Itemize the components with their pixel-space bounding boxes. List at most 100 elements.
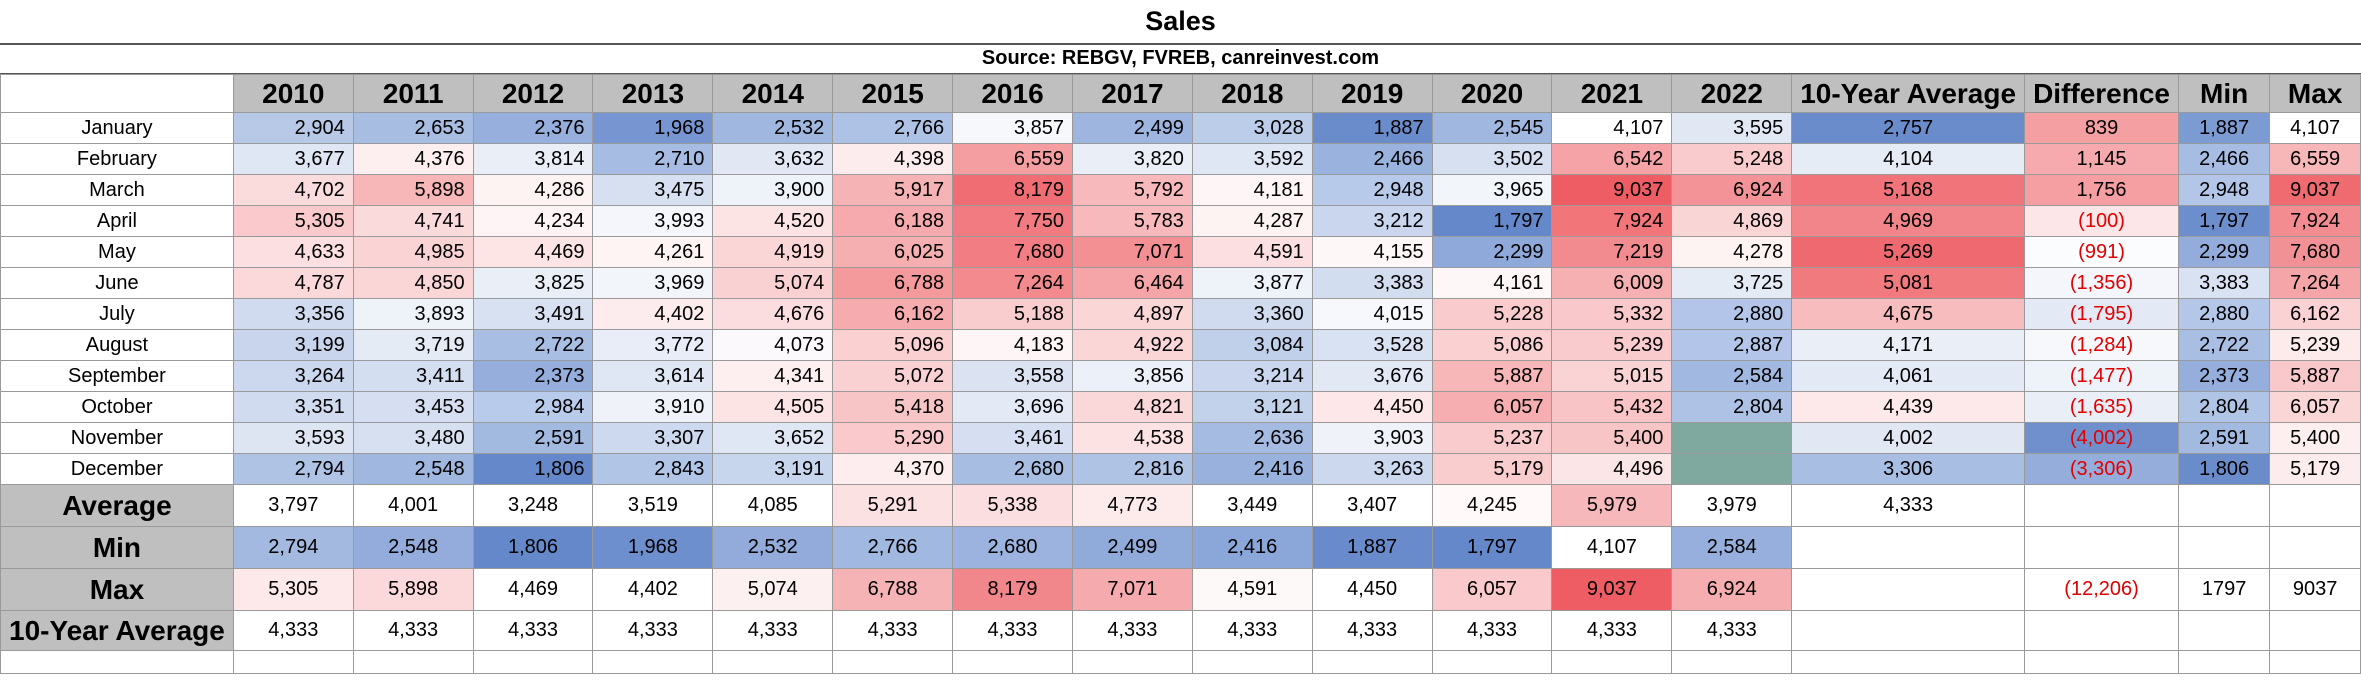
data-cell[interactable]: 4,341 (712, 360, 834, 392)
data-cell[interactable]: 4,676 (712, 298, 834, 330)
row-label[interactable]: March (0, 174, 234, 206)
column-header[interactable]: 2018 (1191, 74, 1313, 113)
data-cell[interactable]: 5,305 (232, 205, 354, 237)
empty-cell[interactable] (1071, 650, 1193, 674)
row-label[interactable]: January (0, 112, 234, 144)
data-cell[interactable]: 4,278 (1671, 236, 1793, 268)
data-cell[interactable]: 5,015 (1551, 360, 1673, 392)
data-cell[interactable]: 2,636 (1191, 422, 1313, 454)
data-cell[interactable]: 6,188 (832, 205, 954, 237)
row-label[interactable]: October (0, 391, 234, 423)
data-cell[interactable]: 6,009 (1551, 267, 1673, 299)
data-cell[interactable]: 2,548 (352, 453, 474, 485)
data-cell[interactable]: 3,593 (232, 422, 354, 454)
data-cell[interactable]: 5,248 (1671, 143, 1793, 175)
data-cell[interactable]: 4,376 (352, 143, 474, 175)
empty-cell[interactable] (472, 650, 594, 674)
row-label[interactable]: December (0, 453, 234, 485)
empty-cell[interactable] (1431, 650, 1553, 674)
row-label[interactable]: November (0, 422, 234, 454)
data-cell[interactable]: 4,675 (1791, 298, 2026, 330)
data-cell[interactable]: 5,887 (1431, 360, 1553, 392)
data-cell[interactable]: 5,072 (832, 360, 954, 392)
row-label[interactable]: April (0, 205, 234, 237)
data-cell[interactable]: 3,480 (352, 422, 474, 454)
data-cell[interactable]: 5,290 (832, 422, 954, 454)
data-cell[interactable]: 6,559 (2269, 143, 2361, 175)
data-cell[interactable]: 6,924 (1671, 174, 1793, 206)
header-corner-cell[interactable] (0, 74, 234, 113)
summary-cell[interactable]: 5,305 (232, 568, 354, 611)
data-cell[interactable]: 5,188 (952, 298, 1073, 330)
data-cell[interactable]: 3,028 (1191, 112, 1313, 144)
summary-cell[interactable]: 1,968 (592, 526, 714, 569)
data-cell[interactable]: 3,772 (592, 329, 714, 361)
row-label[interactable]: June (0, 267, 234, 299)
data-cell[interactable]: 2,680 (952, 453, 1073, 485)
data-cell[interactable]: 2,373 (472, 360, 594, 392)
empty-cell[interactable] (2177, 650, 2271, 674)
data-cell[interactable]: 6,025 (832, 236, 954, 268)
data-cell[interactable]: 1,756 (2024, 174, 2179, 206)
data-cell[interactable]: 3,475 (592, 174, 714, 206)
summary-cell[interactable]: 4,333 (1311, 610, 1433, 651)
data-cell[interactable]: 4,741 (352, 205, 474, 237)
data-cell[interactable]: 4,181 (1191, 174, 1313, 206)
data-cell[interactable]: 5,418 (832, 391, 954, 423)
data-cell[interactable]: 4,821 (1071, 391, 1193, 423)
data-cell[interactable]: (100) (2024, 205, 2179, 237)
empty-cell[interactable] (712, 650, 834, 674)
summary-cell[interactable] (2269, 484, 2361, 527)
data-cell[interactable]: 3,502 (1431, 143, 1553, 175)
column-header[interactable]: Difference (2024, 74, 2179, 113)
data-cell[interactable]: 5,096 (832, 329, 954, 361)
data-cell[interactable]: 2,373 (2177, 360, 2271, 392)
data-cell[interactable]: 2,653 (352, 112, 474, 144)
summary-cell[interactable]: 2,766 (832, 526, 954, 569)
data-cell[interactable]: 2,466 (1311, 143, 1433, 175)
empty-cell[interactable] (952, 650, 1073, 674)
summary-cell[interactable] (1791, 610, 2026, 651)
data-cell[interactable]: 4,591 (1191, 236, 1313, 268)
data-cell[interactable]: 6,559 (952, 143, 1073, 175)
data-cell[interactable]: 2,816 (1071, 453, 1193, 485)
data-cell[interactable]: 5,239 (2269, 329, 2361, 361)
empty-cell[interactable] (232, 650, 354, 674)
data-cell[interactable]: 2,376 (472, 112, 594, 144)
sheet-source[interactable]: Source: REBGV, FVREB, canreinvest.com (0, 44, 2361, 74)
column-header[interactable]: 10-Year Average (1791, 74, 2026, 113)
data-cell[interactable]: 3,614 (592, 360, 714, 392)
data-cell[interactable]: 5,239 (1551, 329, 1673, 361)
data-cell[interactable]: 3,893 (352, 298, 474, 330)
data-cell[interactable] (1671, 453, 1793, 485)
data-cell[interactable]: 3,965 (1431, 174, 1553, 206)
data-cell[interactable]: 2,804 (1671, 391, 1793, 423)
data-cell[interactable]: 3,592 (1191, 143, 1313, 175)
column-header[interactable]: 2015 (832, 74, 954, 113)
data-cell[interactable]: 3,900 (712, 174, 834, 206)
data-cell[interactable]: 3,411 (352, 360, 474, 392)
data-cell[interactable]: 3,725 (1671, 267, 1793, 299)
data-cell[interactable]: 2,722 (472, 329, 594, 361)
data-cell[interactable]: 2,299 (1431, 236, 1553, 268)
data-cell[interactable]: 4,286 (472, 174, 594, 206)
data-cell[interactable]: 5,228 (1431, 298, 1553, 330)
summary-label[interactable]: Min (0, 526, 234, 569)
data-cell[interactable]: 2,466 (2177, 143, 2271, 175)
data-cell[interactable]: 3,461 (952, 422, 1073, 454)
data-cell[interactable]: 2,532 (712, 112, 834, 144)
data-cell[interactable]: 3,558 (952, 360, 1073, 392)
summary-cell[interactable] (2269, 526, 2361, 569)
data-cell[interactable]: 3,652 (712, 422, 834, 454)
data-cell[interactable]: 3,969 (592, 267, 714, 299)
summary-cell[interactable] (1791, 526, 2026, 569)
summary-cell[interactable]: 7,071 (1071, 568, 1193, 611)
data-cell[interactable]: 3,491 (472, 298, 594, 330)
data-cell[interactable]: 9,037 (2269, 174, 2361, 206)
data-cell[interactable]: 7,264 (2269, 267, 2361, 299)
summary-label[interactable]: 10-Year Average (0, 610, 234, 651)
data-cell[interactable]: 3,696 (952, 391, 1073, 423)
summary-label[interactable]: Max (0, 568, 234, 611)
data-cell[interactable]: 4,496 (1551, 453, 1673, 485)
column-header[interactable]: 2014 (712, 74, 834, 113)
